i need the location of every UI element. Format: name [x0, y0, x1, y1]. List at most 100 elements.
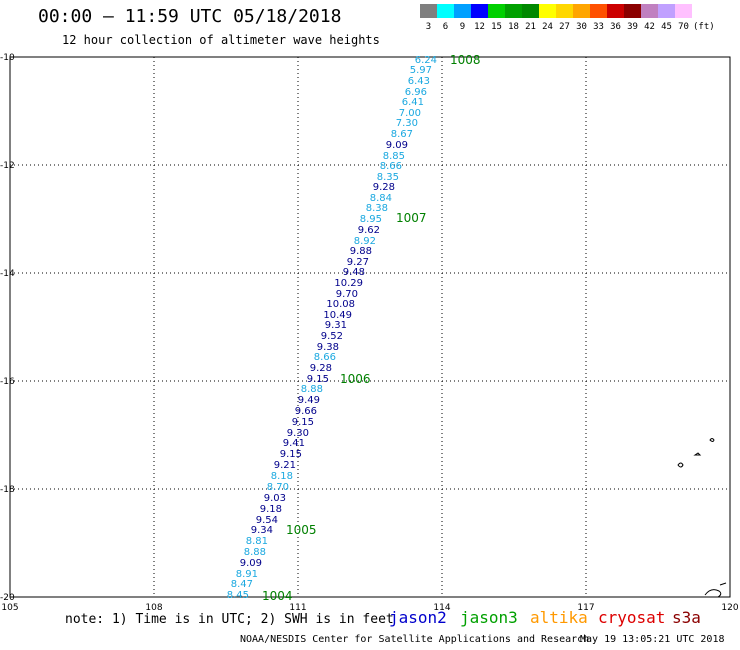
- colorbar-label: 15: [491, 22, 502, 32]
- swh-value: 8.91: [236, 569, 258, 580]
- coastline: [704, 589, 722, 598]
- island-outline: [693, 452, 702, 456]
- colorbar-label: 21: [525, 22, 536, 32]
- y-tick-label: -20: [0, 593, 15, 603]
- coastline: [719, 582, 727, 586]
- colorbar-swatch: [573, 4, 590, 18]
- legend-item-jason2: jason2: [389, 608, 447, 627]
- swh-value: 8.66: [380, 161, 402, 172]
- swh-value: 9.09: [386, 140, 408, 151]
- swh-value: 9.31: [325, 320, 347, 331]
- y-tick-label: -16: [0, 377, 15, 387]
- colorbar-swatch: [624, 4, 641, 18]
- x-tick-label: 105: [1, 603, 18, 613]
- map-frame: [9, 56, 731, 598]
- swh-value: 8.81: [246, 536, 268, 547]
- map-subtitle: 12 hour collection of altimeter wave hei…: [62, 33, 380, 47]
- y-tick-label: -10: [0, 53, 15, 63]
- x-tick-label: 108: [145, 603, 162, 613]
- swh-value: 9.30: [287, 428, 309, 439]
- swh-value: 10.29: [334, 278, 363, 289]
- swh-value: 9.27: [347, 257, 369, 268]
- swh-value: 9.03: [264, 493, 286, 504]
- swh-value: 6.96: [405, 87, 427, 98]
- colorbar-label: 70: [678, 22, 689, 32]
- swh-value: 5.97: [410, 65, 432, 76]
- colorbar-label: 3: [425, 22, 432, 32]
- swh-value: 8.66: [314, 352, 336, 363]
- colorbar-label: 24: [542, 22, 553, 32]
- swh-value: 8.67: [391, 129, 413, 140]
- swh-value: 6.24: [415, 55, 437, 66]
- legend-item-altika: altika: [530, 608, 588, 627]
- colorbar-swatch: [522, 4, 539, 18]
- colorbar-swatch: [437, 4, 454, 18]
- colorbar-swatch: [658, 4, 675, 18]
- swh-value: 9.88: [350, 246, 372, 257]
- swh-value: 6.41: [402, 97, 424, 108]
- colorbar-label: 45: [661, 22, 672, 32]
- colorbar-label: 12: [474, 22, 485, 32]
- swh-value: 9.15: [280, 449, 302, 460]
- swh-value: 7.00: [399, 108, 421, 119]
- island-outline: [677, 462, 684, 468]
- colorbar-label: 9: [459, 22, 466, 32]
- colorbar-label: 36: [610, 22, 621, 32]
- island-outline: [709, 438, 715, 442]
- swh-value: 9.62: [358, 225, 380, 236]
- swh-value: 9.38: [317, 342, 339, 353]
- swh-value: 8.35: [377, 172, 399, 183]
- swh-value: 9.18: [260, 504, 282, 515]
- colorbar-label: 42: [644, 22, 655, 32]
- swh-value: 6.43: [408, 76, 430, 87]
- swh-value: 9.41: [283, 438, 305, 449]
- x-tick-label: 111: [289, 603, 306, 613]
- swh-value: 9.09: [240, 558, 262, 569]
- legend-item-s3a: s3a: [672, 608, 701, 627]
- legend-item-cryosat: cryosat: [598, 608, 666, 627]
- swh-value: 8.88: [301, 384, 323, 395]
- colorbar-swatch: [539, 4, 556, 18]
- colorbar-swatch: [471, 4, 488, 18]
- swh-value: 9.34: [251, 525, 273, 536]
- swh-value: 9.54: [256, 515, 278, 526]
- map-title: 00:00 – 11:59 UTC 05/18/2018: [38, 6, 342, 27]
- swh-value: 9.15: [292, 417, 314, 428]
- colorbar-swatch: [607, 4, 624, 18]
- colorbar-label: 30: [576, 22, 587, 32]
- footer-timestamp: May 19 13:05:21 UTC 2018: [580, 634, 725, 645]
- swh-value: 9.48: [343, 267, 365, 278]
- colorbar-swatch: [641, 4, 658, 18]
- swh-value: 9.28: [373, 182, 395, 193]
- swh-value: 10.49: [323, 310, 352, 321]
- colorbar-label: 6: [442, 22, 449, 32]
- pass-time-label: 1007: [396, 211, 427, 225]
- swh-value: 8.85: [383, 151, 405, 162]
- colorbar-swatch: [556, 4, 573, 18]
- swh-value: 8.84: [370, 193, 392, 204]
- pass-time-label: 1006: [340, 372, 371, 386]
- colorbar-swatch: [420, 4, 437, 18]
- swh-value: 8.47: [231, 579, 253, 590]
- swh-value: 7.30: [396, 118, 418, 129]
- pass-time-label: 1008: [450, 53, 481, 67]
- x-tick-label: 117: [577, 603, 594, 613]
- swh-value: 9.66: [295, 406, 317, 417]
- pass-time-label: 1004: [262, 589, 293, 603]
- x-tick-label: 114: [433, 603, 450, 613]
- swh-value: 8.70: [267, 482, 289, 493]
- units-note: note: 1) Time is in UTC; 2) SWH is in fe…: [65, 612, 394, 627]
- pass-time-label: 1005: [286, 523, 317, 537]
- swh-value: 9.49: [298, 395, 320, 406]
- swh-value: 8.92: [354, 236, 376, 247]
- colorbar-label: 18: [508, 22, 519, 32]
- colorbar-swatch: [590, 4, 607, 18]
- colorbar-swatch: [454, 4, 471, 18]
- colorbar-label: 39: [627, 22, 638, 32]
- swh-value: 10.08: [326, 299, 355, 310]
- x-tick-label: 120: [721, 603, 738, 613]
- swh-value: 9.21: [274, 460, 296, 471]
- swh-value: 8.88: [244, 547, 266, 558]
- footer-credit: NOAA/NESDIS Center for Satellite Applica…: [240, 634, 590, 645]
